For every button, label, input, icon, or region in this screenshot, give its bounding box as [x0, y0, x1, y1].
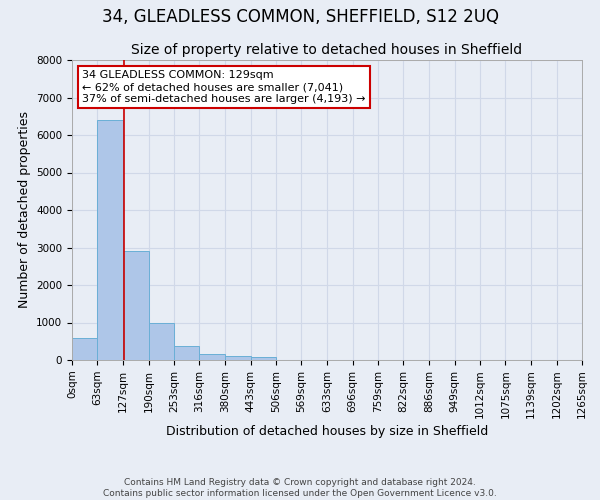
X-axis label: Distribution of detached houses by size in Sheffield: Distribution of detached houses by size …	[166, 426, 488, 438]
Bar	[199, 354, 225, 360]
Bar	[97, 120, 123, 360]
Bar	[174, 346, 199, 360]
Bar	[123, 251, 149, 360]
Title: Size of property relative to detached houses in Sheffield: Size of property relative to detached ho…	[131, 44, 523, 58]
Text: 34, GLEADLESS COMMON, SHEFFIELD, S12 2UQ: 34, GLEADLESS COMMON, SHEFFIELD, S12 2UQ	[101, 8, 499, 26]
Bar	[251, 357, 276, 360]
Y-axis label: Number of detached properties: Number of detached properties	[17, 112, 31, 308]
Bar	[72, 338, 97, 360]
Text: 34 GLEADLESS COMMON: 129sqm
← 62% of detached houses are smaller (7,041)
37% of : 34 GLEADLESS COMMON: 129sqm ← 62% of det…	[82, 70, 366, 104]
Text: Contains HM Land Registry data © Crown copyright and database right 2024.
Contai: Contains HM Land Registry data © Crown c…	[103, 478, 497, 498]
Bar	[225, 356, 251, 360]
Bar	[149, 322, 174, 360]
